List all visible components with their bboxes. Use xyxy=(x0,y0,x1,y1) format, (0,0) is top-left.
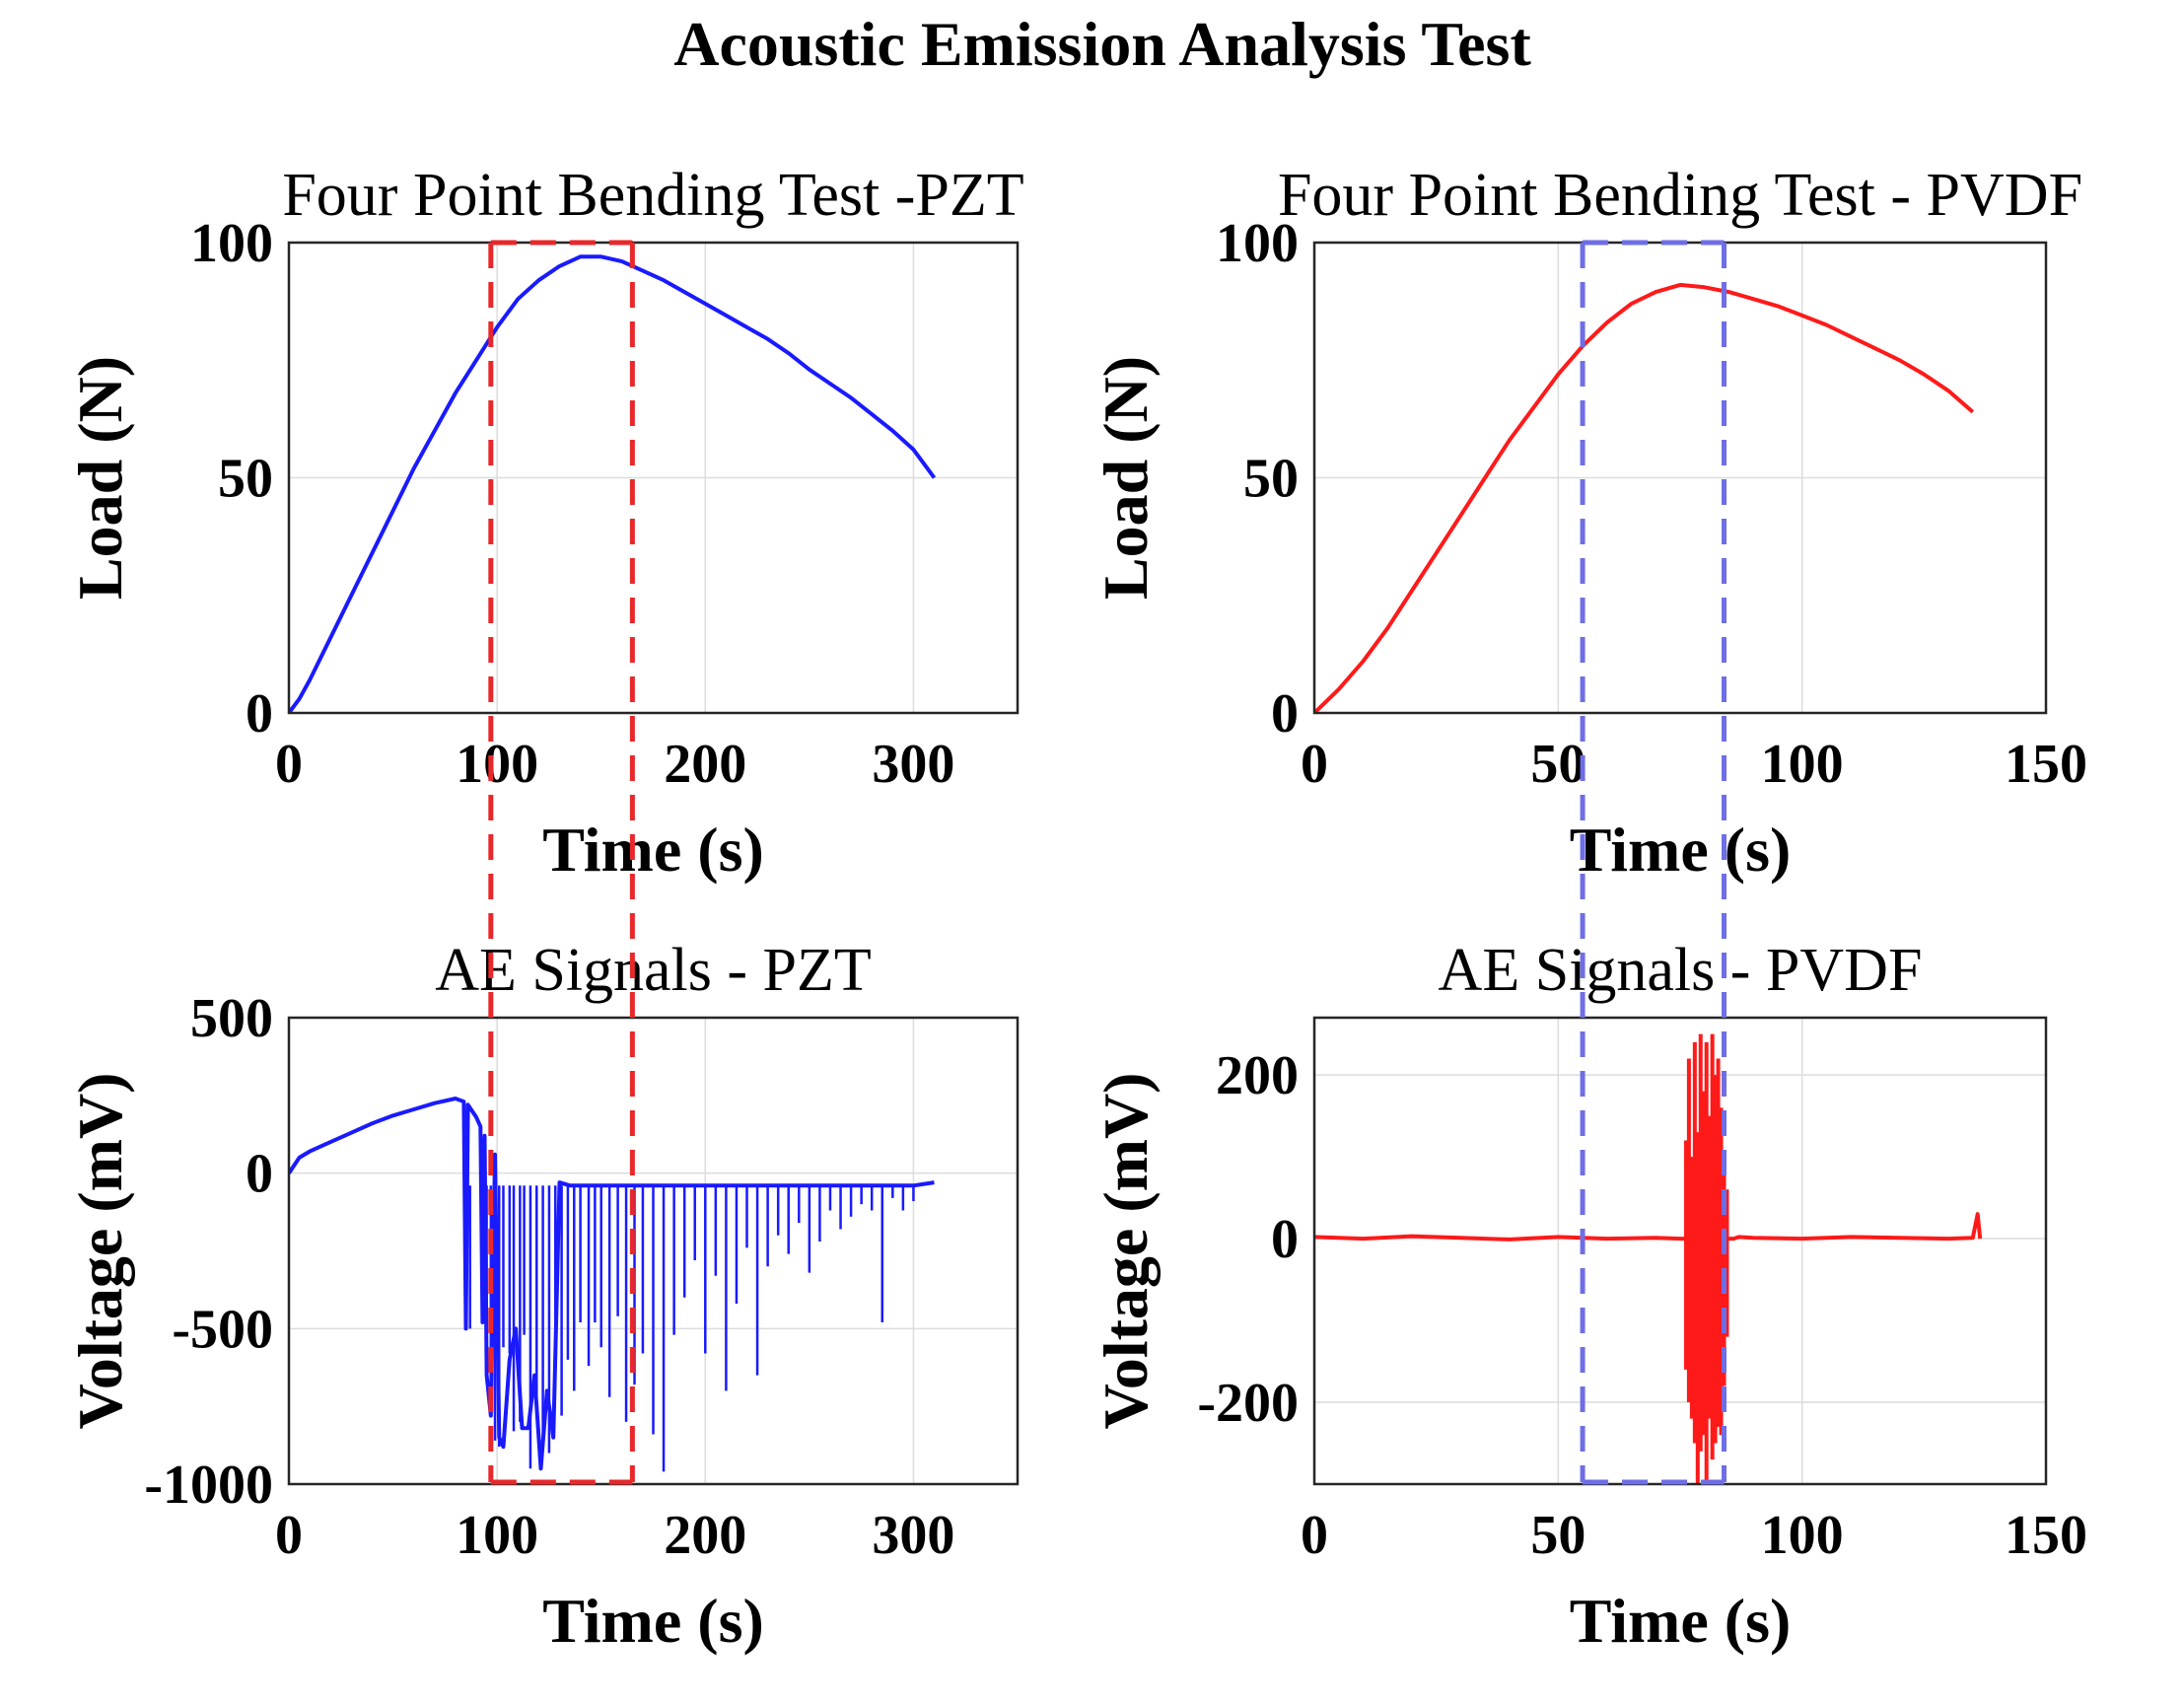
plot-area xyxy=(1314,1018,2046,1484)
panel-title: AE Signals - PVDF xyxy=(1439,937,1923,1004)
x-tick-label-2: 200 xyxy=(664,734,746,795)
x-axis-label: Time (s) xyxy=(1570,1586,1792,1656)
panel-ae-pzt: 0 100 200 300 -1000 -500 0 500 AE Signals - PZT T… xyxy=(65,937,1020,1656)
y-axis-label: Load (N) xyxy=(1091,356,1161,600)
x-tick-label-1: 100 xyxy=(456,734,538,795)
x-tick-label-1: 50 xyxy=(1530,1505,1585,1566)
x-tick-label-0: 0 xyxy=(1301,1505,1328,1566)
y-tick-label-1: 0 xyxy=(1271,1209,1299,1270)
data-line-0 xyxy=(1314,282,1975,713)
panel-title: AE Signals - PZT xyxy=(435,937,872,1004)
x-axis-label: Time (s) xyxy=(542,1586,764,1656)
x-axis-label: Time (s) xyxy=(542,815,764,885)
x-tick-label-1: 50 xyxy=(1530,734,1585,795)
x-tick-label-0: 0 xyxy=(1301,734,1328,795)
panel-ae-pvdf: 0 50 100 150 -200 0 200 AE Signals - PVDF Time (… xyxy=(1091,937,2087,1656)
y-tick-label-0: -1000 xyxy=(144,1455,273,1516)
y-tick-label-2: 100 xyxy=(1216,213,1299,274)
x-tick-label-0: 0 xyxy=(275,1505,303,1566)
plot-content xyxy=(1314,282,1975,713)
x-tick-label-2: 100 xyxy=(1761,734,1844,795)
x-tick-label-2: 200 xyxy=(664,1505,746,1566)
x-tick-label-3: 300 xyxy=(872,734,954,795)
y-tick-label-2: 100 xyxy=(190,213,273,274)
y-tick-label-3: 500 xyxy=(190,988,273,1049)
plot-content xyxy=(289,254,937,713)
axes-frame xyxy=(287,1016,1020,1486)
plot-content xyxy=(289,1097,935,1472)
y-tick-label-2: 0 xyxy=(246,1144,273,1205)
y-axis-label: Voltage (mV) xyxy=(65,1073,135,1430)
axes-frame xyxy=(287,241,1020,715)
data-line-0 xyxy=(289,1097,935,1471)
y-tick-label-2: 200 xyxy=(1216,1045,1299,1106)
y-tick-label-1: 50 xyxy=(218,449,273,510)
data-line-0 xyxy=(1314,1212,1983,1242)
x-tick-label-3: 150 xyxy=(2005,1505,2087,1566)
highlight-overlay xyxy=(488,240,1727,1485)
x-tick-label-3: 150 xyxy=(2005,734,2087,795)
y-tick-label-0: 0 xyxy=(246,683,273,745)
y-tick-label-1: -500 xyxy=(172,1299,273,1360)
y-axis-label: Voltage (mV) xyxy=(1091,1073,1161,1430)
x-tick-label-2: 100 xyxy=(1761,1505,1844,1566)
x-tick-label-0: 0 xyxy=(275,734,303,795)
panel-title: Four Point Bending Test - PVDF xyxy=(1278,162,2082,229)
data-line-0 xyxy=(289,254,937,713)
y-axis-label: Load (N) xyxy=(65,356,135,600)
panel-title: Four Point Bending Test -PZT xyxy=(282,162,1023,229)
x-tick-label-3: 300 xyxy=(872,1505,954,1566)
figure-title: Acoustic Emission Analysis Test xyxy=(673,9,1531,79)
y-tick-label-0: -200 xyxy=(1197,1373,1299,1434)
x-axis-label: Time (s) xyxy=(1570,815,1792,885)
y-tick-label-1: 50 xyxy=(1243,449,1299,510)
y-tick-label-0: 0 xyxy=(1271,683,1299,745)
x-tick-label-1: 100 xyxy=(456,1505,538,1566)
